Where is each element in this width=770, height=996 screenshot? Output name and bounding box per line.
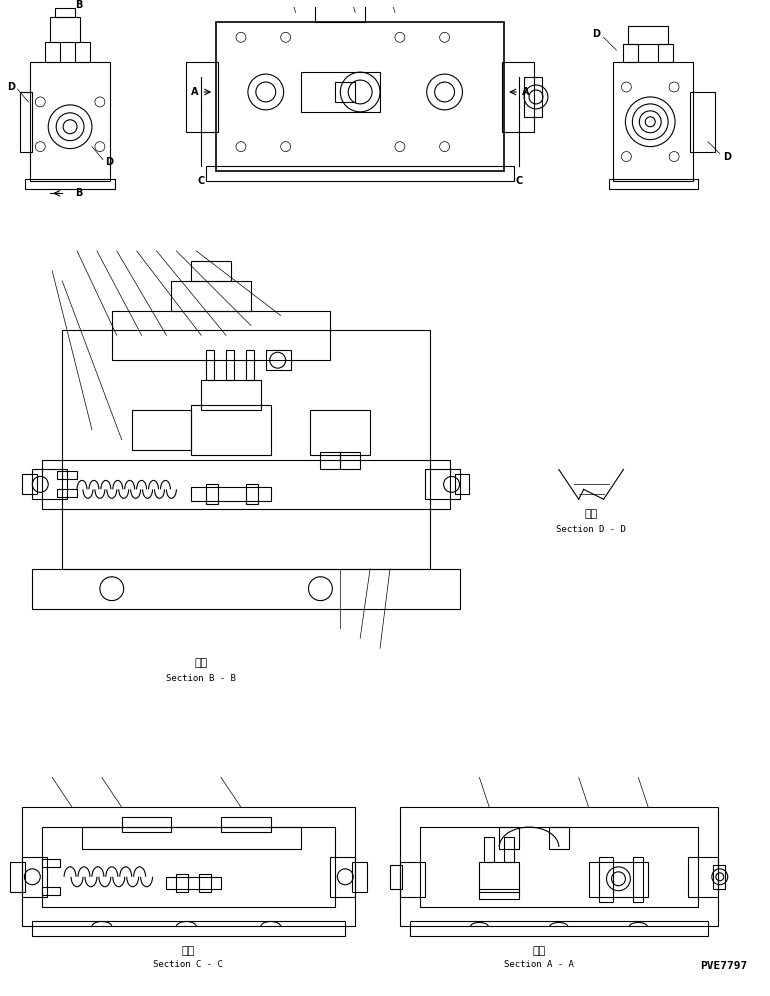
Bar [246, 484, 258, 504]
Bar [32, 569, 460, 609]
Bar [45, 42, 60, 62]
Bar [11, 862, 25, 891]
Bar [628, 27, 668, 44]
Text: 断面: 断面 [532, 946, 546, 956]
Bar [122, 817, 172, 832]
Text: B: B [75, 0, 82, 10]
Bar [340, 451, 360, 469]
Bar [316, 0, 365, 23]
Bar [176, 873, 189, 891]
Text: 断面: 断面 [182, 946, 195, 956]
Bar [191, 405, 271, 454]
Bar [614, 62, 693, 181]
Bar [400, 862, 425, 896]
Bar [420, 827, 698, 906]
Bar [352, 862, 367, 891]
Bar [166, 876, 221, 888]
Bar [713, 865, 725, 888]
Bar [57, 471, 77, 479]
Bar [588, 862, 648, 896]
Bar [75, 42, 90, 62]
Bar [425, 469, 460, 499]
Bar [504, 837, 514, 862]
Bar [42, 859, 60, 867]
Bar [55, 8, 75, 18]
Bar [206, 166, 514, 181]
Bar [112, 311, 330, 361]
Bar [320, 451, 340, 469]
Bar [221, 817, 271, 832]
Bar [390, 865, 402, 888]
Bar [300, 72, 380, 112]
Text: D: D [723, 151, 731, 161]
Bar [172, 281, 251, 311]
Bar [335, 82, 355, 102]
Bar [62, 331, 430, 569]
Bar [410, 921, 708, 936]
Bar [216, 23, 504, 171]
Bar [22, 474, 37, 494]
Bar [21, 92, 32, 151]
Text: 断面: 断面 [195, 658, 208, 668]
Bar [400, 807, 718, 926]
Bar [480, 862, 519, 891]
Text: PVE7797: PVE7797 [701, 961, 748, 971]
Bar [454, 474, 470, 494]
Bar [226, 351, 234, 380]
Bar [598, 857, 614, 901]
Bar [22, 807, 355, 926]
Bar [246, 351, 254, 380]
Bar [658, 44, 673, 62]
Bar [310, 410, 370, 454]
Bar [57, 489, 77, 497]
Text: A: A [191, 87, 198, 97]
Text: C: C [198, 176, 205, 186]
Text: D: D [105, 156, 113, 166]
Bar [199, 873, 211, 891]
Text: A: A [522, 87, 530, 97]
Bar [266, 351, 290, 371]
Bar [524, 77, 542, 117]
Bar [25, 179, 115, 189]
Bar [42, 827, 335, 906]
Bar [42, 459, 450, 509]
Bar [30, 62, 110, 181]
Bar [624, 44, 638, 62]
Bar [634, 857, 643, 901]
Bar [186, 62, 218, 131]
Text: Section C - C: Section C - C [153, 960, 223, 969]
Text: Section A - A: Section A - A [504, 960, 574, 969]
Bar [191, 261, 231, 281]
Bar [132, 410, 191, 449]
Bar [690, 92, 715, 151]
Text: Section B - B: Section B - B [166, 673, 236, 682]
Bar [480, 888, 519, 898]
Bar [502, 62, 534, 131]
Bar [549, 827, 569, 849]
Bar [330, 857, 355, 896]
Text: 断面: 断面 [584, 509, 598, 519]
Text: Section D - D: Section D - D [556, 525, 625, 534]
Bar [22, 857, 47, 896]
Text: D: D [8, 82, 15, 92]
Bar [484, 837, 494, 862]
Bar [608, 179, 698, 189]
Bar [206, 351, 214, 380]
Bar [42, 886, 60, 894]
Bar [499, 827, 519, 849]
Text: D: D [593, 29, 601, 40]
Bar [688, 857, 718, 896]
Bar [82, 827, 300, 849]
Bar [191, 487, 271, 501]
Text: C: C [515, 176, 523, 186]
Bar [201, 380, 261, 410]
Bar [50, 18, 80, 42]
Text: B: B [75, 188, 82, 198]
Bar [32, 921, 345, 936]
Bar [32, 469, 67, 499]
Bar [206, 484, 218, 504]
